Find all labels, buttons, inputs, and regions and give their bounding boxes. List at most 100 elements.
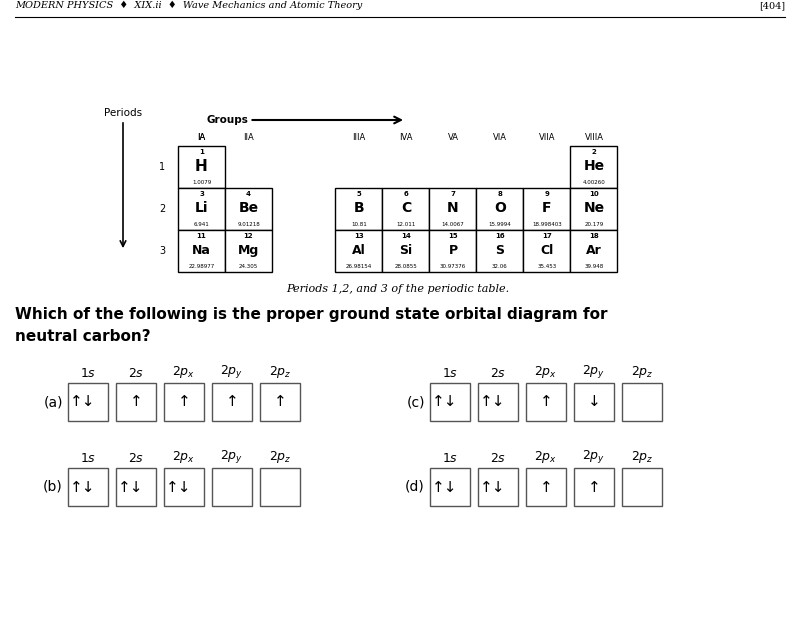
Text: P: P [448,244,458,257]
Bar [523,188,570,230]
Text: C: C [401,201,411,215]
Text: 4.00260: 4.00260 [582,180,606,185]
Bar [570,230,618,272]
Text: Which of the following is the proper ground state orbital diagram for: Which of the following is the proper gro… [15,307,607,322]
Text: $2p_x$: $2p_x$ [173,364,195,380]
Text: ↑↓: ↑↓ [480,479,506,494]
Text: 8: 8 [498,191,502,197]
Text: 18: 18 [589,233,599,239]
Text: 3: 3 [199,191,204,197]
Text: $2s$: $2s$ [128,367,144,380]
Text: H: H [195,159,208,173]
Text: VIA: VIA [493,133,507,142]
Text: 30.97376: 30.97376 [440,264,466,269]
Bar [68,383,108,421]
Text: ↑: ↑ [178,394,190,410]
Text: 22.98977: 22.98977 [188,264,214,269]
Bar [430,230,477,272]
Bar [164,468,204,506]
Text: $2p_y$: $2p_y$ [582,448,606,465]
Text: 2: 2 [159,204,165,214]
Text: IA: IA [198,133,206,142]
Text: Groups: Groups [206,115,248,125]
Text: $2p_z$: $2p_z$ [269,449,291,465]
Bar [260,468,300,506]
Text: $1s$: $1s$ [442,367,458,380]
Text: 15: 15 [448,233,458,239]
Text: $2s$: $2s$ [490,452,506,465]
Text: ↑: ↑ [226,394,238,410]
Text: 15.9994: 15.9994 [489,222,511,227]
Text: 13: 13 [354,233,364,239]
Text: 16: 16 [495,233,505,239]
Text: Be: Be [238,201,258,215]
Text: VIIIA: VIIIA [585,133,603,142]
Text: 10: 10 [589,191,599,197]
Text: ↑: ↑ [540,479,552,494]
Bar [116,468,156,506]
Text: 17: 17 [542,233,552,239]
Text: 18.998403: 18.998403 [532,222,562,227]
Text: [404]: [404] [759,1,785,10]
Text: neutral carbon?: neutral carbon? [15,329,150,344]
Text: (b): (b) [43,480,63,494]
Text: $2p_y$: $2p_y$ [221,363,243,380]
Text: $2p_z$: $2p_z$ [630,449,654,465]
Text: 12.011: 12.011 [396,222,415,227]
Text: ↑↓: ↑↓ [70,479,96,494]
Text: $2p_z$: $2p_z$ [630,364,654,380]
Text: ↑↓: ↑↓ [70,394,96,410]
Text: 20.179: 20.179 [584,222,603,227]
Text: $2p_z$: $2p_z$ [269,364,291,380]
Bar [178,230,225,272]
Text: 2: 2 [591,149,596,155]
Bar [382,230,430,272]
Text: 5: 5 [357,191,362,197]
Bar [164,383,204,421]
Bar [570,188,618,230]
Text: $2p_x$: $2p_x$ [534,364,558,380]
Text: 6.941: 6.941 [194,222,210,227]
Bar [335,230,382,272]
Text: $1s$: $1s$ [442,452,458,465]
Text: 1: 1 [199,149,204,155]
Text: S: S [495,244,505,257]
Text: 4: 4 [246,191,251,197]
Bar [574,468,614,506]
Text: Si: Si [399,244,413,257]
Text: 11: 11 [197,233,206,239]
Text: Periods: Periods [104,108,142,118]
Bar [526,468,566,506]
Text: $2s$: $2s$ [490,367,506,380]
Text: 3: 3 [159,246,165,256]
Text: ↑: ↑ [130,394,142,410]
Text: ↑↓: ↑↓ [480,394,506,410]
Bar [477,188,523,230]
Text: 10.81: 10.81 [351,222,367,227]
Text: $2p_x$: $2p_x$ [534,449,558,465]
Text: ↑: ↑ [274,394,286,410]
Text: IIIA: IIIA [352,133,366,142]
Text: ↑↓: ↑↓ [432,394,458,410]
Text: $2p_y$: $2p_y$ [582,363,606,380]
Text: IIA: IIA [243,133,254,142]
Text: 28.0855: 28.0855 [394,264,418,269]
Text: IVA: IVA [399,133,413,142]
Text: Li: Li [194,201,208,215]
Text: (c): (c) [406,395,425,409]
Text: $1s$: $1s$ [80,452,96,465]
Text: ↑: ↑ [540,394,552,410]
Text: 6: 6 [403,191,408,197]
Text: 9: 9 [545,191,550,197]
Text: He: He [583,159,605,173]
Bar [225,230,272,272]
Text: 32.06: 32.06 [492,264,508,269]
Text: IA: IA [198,133,206,142]
Bar [178,188,225,230]
Text: N: N [447,201,458,215]
Text: Ne: Ne [583,201,605,215]
Text: Al: Al [352,244,366,257]
Text: ↑: ↑ [588,479,600,494]
Text: Mg: Mg [238,244,259,257]
Bar [430,468,470,506]
